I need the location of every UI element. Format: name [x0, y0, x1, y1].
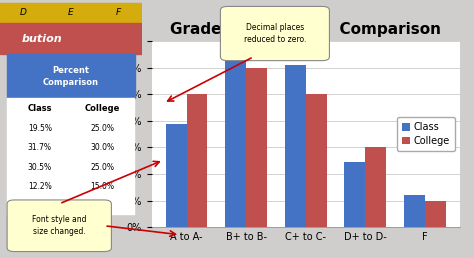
Bar: [285, 65, 306, 227]
Bar: [7, 138, 135, 157]
Text: E: E: [67, 9, 73, 17]
Text: 30.5%: 30.5%: [28, 163, 52, 172]
Text: Class: Class: [27, 104, 52, 113]
Bar: [94, 3, 142, 23]
Text: 25.0%: 25.0%: [91, 124, 114, 133]
Bar: [7, 177, 135, 196]
Text: bution: bution: [21, 34, 62, 44]
Text: Font style and
size changed.: Font style and size changed.: [32, 215, 86, 236]
Bar: [7, 54, 135, 98]
Text: 25.0%: 25.0%: [91, 163, 114, 172]
Bar: [187, 94, 208, 227]
Text: 6.1%: 6.1%: [30, 201, 49, 210]
Bar: [425, 200, 446, 227]
Text: 30.0%: 30.0%: [91, 143, 114, 152]
FancyBboxPatch shape: [7, 200, 111, 252]
Text: 31.7%: 31.7%: [28, 143, 52, 152]
Text: 5.0%: 5.0%: [93, 201, 112, 210]
Legend: Class, College: Class, College: [397, 117, 455, 151]
Bar: [0, 23, 142, 54]
Bar: [345, 162, 365, 227]
Bar: [7, 119, 135, 138]
Bar: [166, 124, 187, 227]
Bar: [365, 147, 386, 227]
Text: 12.2%: 12.2%: [28, 182, 52, 191]
Text: 15.0%: 15.0%: [91, 182, 114, 191]
Bar: [306, 94, 327, 227]
Bar: [7, 157, 135, 177]
Bar: [47, 3, 94, 23]
Text: 19.5%: 19.5%: [28, 124, 52, 133]
Bar: [7, 196, 135, 215]
Bar: [225, 59, 246, 227]
Bar: [246, 68, 267, 227]
Bar: [404, 195, 425, 227]
Bar: [0, 3, 47, 23]
Bar: [7, 98, 135, 119]
FancyBboxPatch shape: [220, 6, 329, 61]
Text: Percent
Comparison: Percent Comparison: [43, 66, 99, 86]
Text: D: D: [20, 9, 27, 17]
Text: F: F: [116, 9, 120, 17]
Text: College: College: [85, 104, 120, 113]
Title: Grade Distribution  Comparison: Grade Distribution Comparison: [170, 22, 441, 37]
Text: Decimal places
reduced to zero.: Decimal places reduced to zero.: [244, 23, 306, 44]
